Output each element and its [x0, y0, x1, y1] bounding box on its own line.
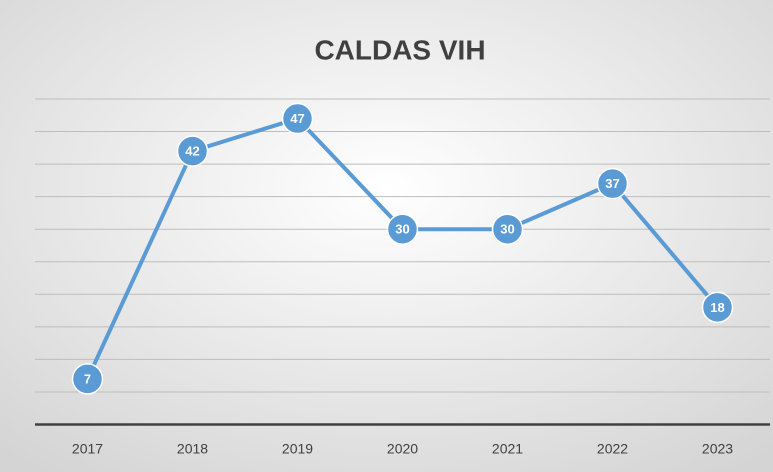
data-label: 37: [605, 176, 619, 191]
data-label: 47: [290, 111, 304, 126]
data-label: 30: [500, 222, 514, 237]
data-label: 7: [84, 371, 91, 386]
data-point: [701, 291, 734, 324]
data-point: [386, 213, 419, 245]
chart-title: CALDAS VIH: [314, 34, 485, 65]
x-tick-label: 2018: [177, 441, 208, 457]
x-tick-label: 2017: [72, 441, 103, 457]
x-tick-label: 2020: [387, 441, 418, 457]
x-tick-label: 2021: [492, 441, 523, 457]
data-label: 18: [710, 300, 724, 315]
data-point: [281, 102, 314, 135]
data-point: [596, 167, 629, 200]
data-label: 30: [395, 222, 409, 237]
x-tick-label: 2019: [282, 441, 313, 457]
x-tick-label: 2022: [597, 441, 628, 457]
data-point: [71, 363, 104, 395]
data-point: [491, 213, 524, 245]
data-point: [176, 135, 209, 167]
x-tick-label: 2023: [702, 441, 733, 457]
data-label: 42: [185, 144, 199, 159]
